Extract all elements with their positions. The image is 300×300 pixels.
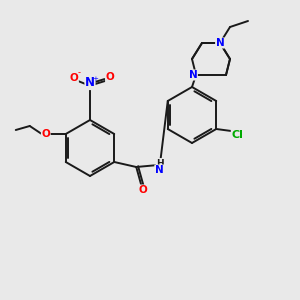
Text: O: O xyxy=(139,185,148,195)
Text: N: N xyxy=(155,165,164,175)
Text: O: O xyxy=(106,72,114,82)
Text: -: - xyxy=(77,68,80,77)
Text: O: O xyxy=(41,129,50,139)
Text: H: H xyxy=(156,158,164,167)
Text: O: O xyxy=(70,73,78,83)
Text: +: + xyxy=(92,76,98,82)
Text: N: N xyxy=(189,70,197,80)
Text: N: N xyxy=(85,76,95,89)
Text: Cl: Cl xyxy=(231,130,243,140)
Text: N: N xyxy=(216,38,224,48)
